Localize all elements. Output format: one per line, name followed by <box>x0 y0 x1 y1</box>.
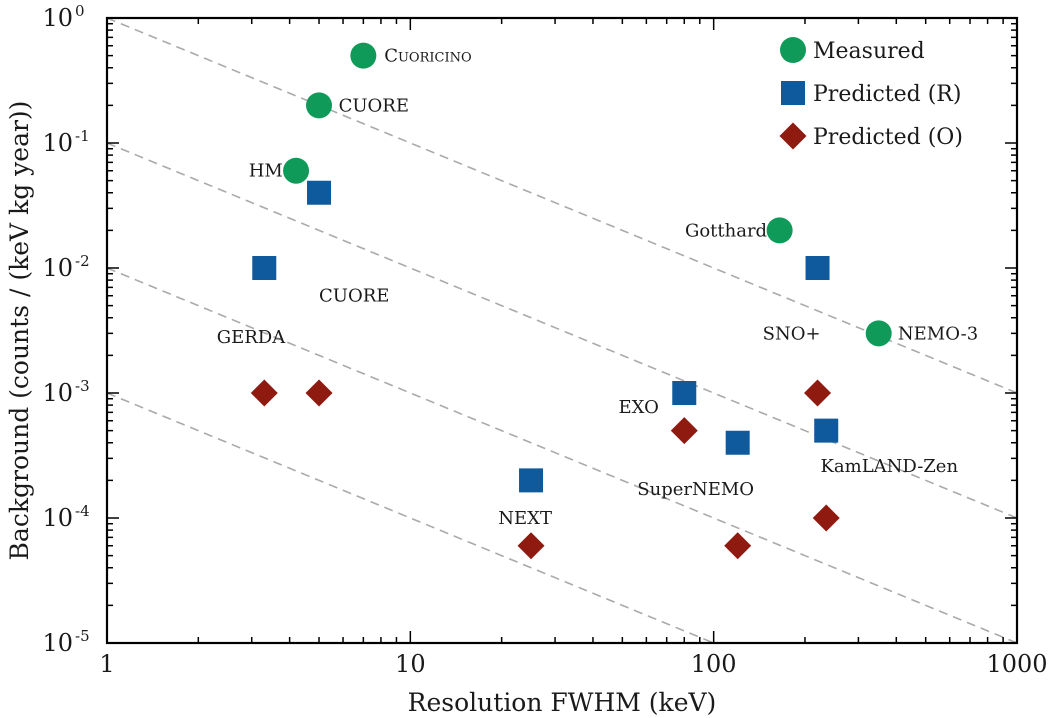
predicted-r-point <box>805 256 830 280</box>
annotation-label: HM <box>249 161 283 182</box>
x-tick-label: 10 <box>395 650 426 678</box>
y-tick-label: 10 <box>42 629 73 657</box>
predicted-o-point <box>812 504 840 532</box>
y-tick-exponent: -5 <box>75 627 90 645</box>
predicted-o-point <box>670 417 698 445</box>
predicted-r-point <box>252 256 277 280</box>
measured-point <box>766 217 793 244</box>
y-tick-exponent: -2 <box>75 252 90 270</box>
y-tick-label: 10 <box>42 379 73 407</box>
annotations: Cuoricino CUORE HM CUORE GERDA Gotthard SNO+ NE… <box>217 46 978 529</box>
measured-point <box>306 92 333 119</box>
legend-marker <box>779 122 807 150</box>
annotation-label: Cuoricino <box>384 46 471 67</box>
measured-point <box>283 157 310 184</box>
x-tick-label: 100 <box>691 650 737 678</box>
predicted-r-point <box>672 381 697 405</box>
legend-marker <box>781 81 805 105</box>
series-measured <box>283 42 892 347</box>
legend-label: Predicted (O) <box>813 125 963 150</box>
predicted-o-point <box>250 379 278 407</box>
plot-frame <box>105 16 1019 645</box>
legend-label: Measured <box>813 39 925 64</box>
y-tick-exponent: -3 <box>75 377 90 395</box>
x-tick-label: 1000 <box>986 650 1047 678</box>
series-predicted-r <box>252 180 839 493</box>
legend-label: Predicted (R) <box>813 82 961 107</box>
measured-point <box>350 42 377 69</box>
x-axis-label: Resolution FWHM (keV) <box>408 688 717 717</box>
annotation-label: SuperNEMO <box>637 479 754 500</box>
annotation-label: GERDA <box>217 327 287 348</box>
annotation-label: SNO+ <box>763 323 821 344</box>
legend-marker <box>780 37 806 63</box>
annotation-label: CUORE <box>339 95 409 116</box>
y-axis-label: Background (counts / (keV kg year)) <box>5 101 34 561</box>
y-tick-exponent: 0 <box>75 2 85 20</box>
y-tick-label: 10 <box>42 129 73 157</box>
annotation-label: CUORE <box>319 286 389 307</box>
annotation-label: NEMO-3 <box>898 323 978 344</box>
legend: Measured Predicted (R) Predicted (O) <box>779 37 963 150</box>
reference-line-4 <box>107 392 714 643</box>
reference-lines <box>107 18 1017 643</box>
y-tick-exponent: -1 <box>75 127 90 145</box>
annotation-label: EXO <box>619 397 659 418</box>
x-tick-label: 1 <box>99 650 114 678</box>
predicted-r-point <box>814 418 839 443</box>
predicted-r-point <box>519 468 544 493</box>
predicted-o-point <box>804 379 832 407</box>
annotation-label: Gotthard <box>685 220 767 241</box>
series-predicted-o <box>250 379 840 560</box>
annotation-label: NEXT <box>498 508 552 529</box>
y-tick-label: 10 <box>42 4 73 32</box>
y-tick-exponent: -4 <box>75 502 90 520</box>
predicted-o-point <box>517 532 545 560</box>
y-tick-label: 10 <box>42 504 73 532</box>
annotation-label: KamLAND-Zen <box>820 456 958 477</box>
y-tick-label: 10 <box>42 254 73 282</box>
predicted-r-point <box>307 180 332 205</box>
predicted-r-point <box>725 430 750 455</box>
measured-point <box>865 320 892 347</box>
predicted-o-point <box>305 379 333 407</box>
predicted-o-point <box>724 532 752 560</box>
